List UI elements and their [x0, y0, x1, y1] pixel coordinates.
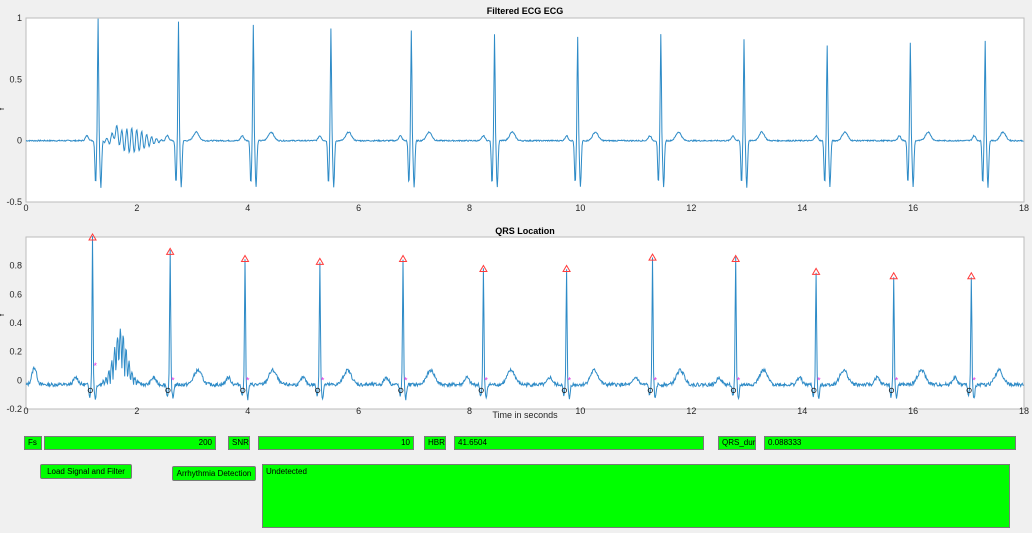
- fs-field[interactable]: 200: [44, 436, 216, 450]
- star-marker: *: [568, 375, 572, 385]
- x-tick-label: 12: [686, 203, 696, 212]
- y-tick-label: 0.5: [9, 74, 22, 84]
- x-tick-label: 0: [23, 406, 28, 416]
- q-point-marker: [165, 387, 171, 393]
- x-tick-label: 10: [575, 406, 585, 416]
- r-peak-marker: [889, 271, 899, 280]
- q-point-marker: [478, 387, 484, 393]
- ecg-signal-line: [25, 236, 1024, 401]
- y-tick-label: 0.6: [9, 289, 22, 299]
- x-tick-label: 2: [134, 406, 139, 416]
- x-tick-label: 0: [23, 203, 28, 212]
- x-tick-label: 4: [245, 203, 250, 212]
- y-axis-label: Y: [0, 312, 6, 318]
- x-tick-label: 16: [908, 406, 918, 416]
- x-tick-label: 18: [1019, 406, 1029, 416]
- star-marker: *: [817, 375, 821, 385]
- arrhythmia-detection-button[interactable]: Arrhythmia Detection: [172, 466, 256, 481]
- x-tick-label: 18: [1019, 203, 1029, 212]
- snr-field[interactable]: 10: [258, 436, 414, 450]
- x-tick-label: 8: [467, 203, 472, 212]
- star-marker: *: [972, 375, 976, 385]
- x-axis-label: Time in seconds: [492, 410, 558, 420]
- r-peak-marker: [240, 254, 250, 262]
- filtered-ecg-plot: Filtered ECG ECG Y 10.50-0.5 02468101214…: [0, 0, 1032, 212]
- q-point-marker: [398, 387, 404, 393]
- r-peak-marker: [966, 271, 976, 280]
- x-tick-label: 14: [797, 406, 807, 416]
- star-marker: *: [94, 361, 98, 371]
- x-tick-label: 2: [134, 203, 139, 212]
- x-tick-label: 16: [908, 203, 918, 212]
- y-tick-label: 0: [17, 375, 22, 385]
- plot-area: [25, 17, 1025, 203]
- star-marker: *: [321, 375, 325, 385]
- star-marker: *: [404, 375, 408, 385]
- y-tick-label: 0.8: [9, 261, 22, 271]
- plot-title: QRS Location: [495, 226, 555, 236]
- r-peak-marker: [398, 254, 408, 262]
- qrs-location-plot: QRS Location Y 0.80.60.40.20-0.2 0246810…: [0, 212, 1032, 422]
- plot-area: [25, 236, 1025, 410]
- y-tick-label: 1: [17, 13, 22, 23]
- q-point-marker: [811, 387, 817, 393]
- star-marker: *: [171, 375, 175, 385]
- star-marker: *: [484, 375, 488, 385]
- x-tick-label: 14: [797, 203, 807, 212]
- q-point-marker: [966, 387, 972, 393]
- result-display: Undetected: [262, 464, 1010, 528]
- star-marker: *: [895, 375, 899, 385]
- y-tick-label: 0.2: [9, 347, 22, 357]
- q-point-marker: [647, 387, 653, 393]
- r-peak-marker: [648, 253, 657, 261]
- plot-title: Filtered ECG ECG: [487, 6, 564, 16]
- qrs-dur-label: QRS_dur: [718, 436, 756, 450]
- q-point-marker: [888, 387, 895, 393]
- x-tick-label: 4: [245, 406, 250, 416]
- q-point-marker: [315, 387, 321, 393]
- x-tick-label: 10: [575, 203, 585, 212]
- q-point-marker: [240, 387, 246, 393]
- q-point-marker: [561, 387, 567, 393]
- hbr-field[interactable]: 41.6504: [454, 436, 704, 450]
- r-peak-marker: [479, 264, 488, 273]
- r-peak-marker: [315, 257, 325, 265]
- ecg-signal-line: [25, 18, 1024, 188]
- hbr-label: HBR: [424, 436, 446, 450]
- star-marker: *: [654, 375, 658, 385]
- y-tick-label: 0.4: [9, 318, 22, 328]
- r-peak-marker: [811, 267, 821, 275]
- qrs-dur-field[interactable]: 0.088333: [764, 436, 1016, 450]
- y-tick-label: -0.2: [6, 404, 22, 414]
- r-peak-marker: [88, 233, 97, 241]
- r-peak-marker: [165, 247, 175, 255]
- x-tick-label: 6: [356, 203, 361, 212]
- x-tick-label: 12: [686, 406, 696, 416]
- q-point-marker: [87, 387, 93, 393]
- x-tick-label: 8: [467, 406, 472, 416]
- r-peak-marker: [731, 254, 741, 262]
- load-signal-button[interactable]: Load Signal and Filter: [40, 464, 132, 479]
- q-point-marker: [730, 387, 737, 393]
- star-marker: *: [737, 375, 741, 385]
- y-tick-label: 0: [17, 136, 22, 146]
- star-marker: *: [246, 375, 250, 385]
- x-tick-label: 6: [356, 406, 361, 416]
- y-axis-label: Y: [0, 106, 6, 112]
- r-peak-marker: [562, 264, 571, 273]
- fs-label: Fs: [24, 436, 42, 450]
- snr-label: SNR: [228, 436, 250, 450]
- y-tick-label: -0.5: [6, 197, 22, 207]
